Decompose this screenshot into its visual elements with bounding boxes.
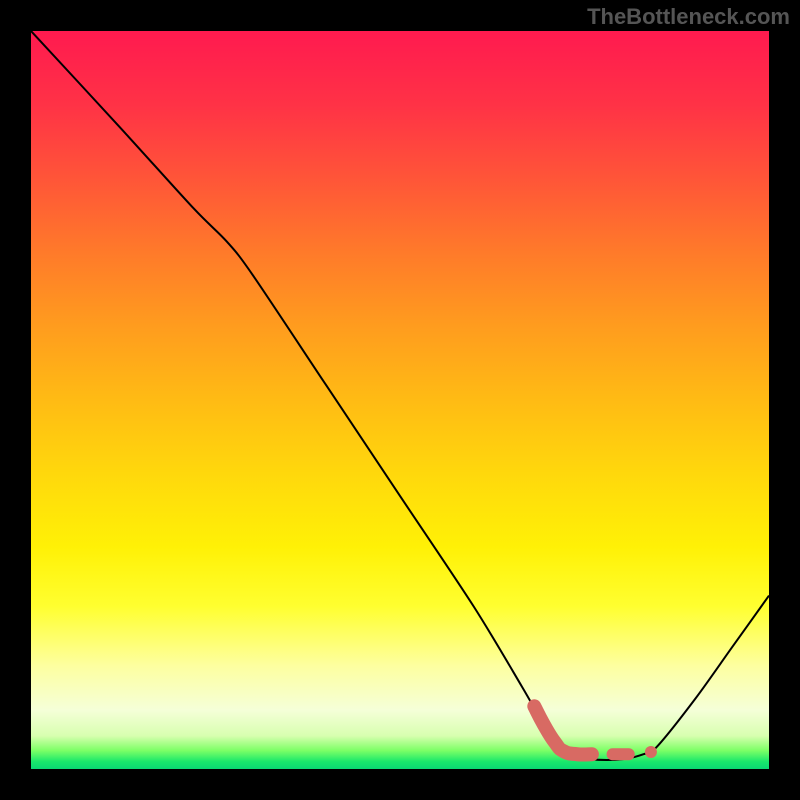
overlay-dot [645,746,657,758]
bottleneck-chart [0,0,800,800]
chart-container: TheBottleneck.com [0,0,800,800]
plot-background-gradient [31,31,769,769]
watermark-text: TheBottleneck.com [587,4,790,30]
overlay-dots [645,746,657,758]
